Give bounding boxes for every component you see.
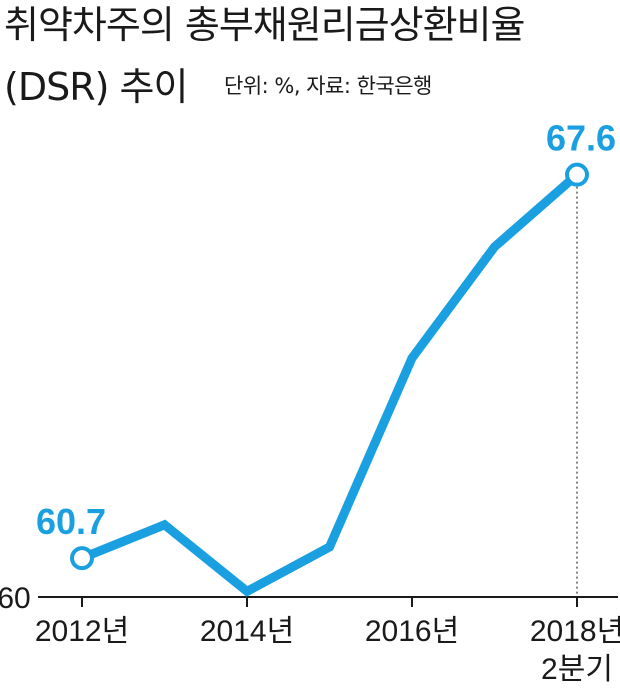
data-label: 60.7 [36,501,106,542]
x-tick-label: 2014년 [200,615,294,648]
data-label: 67.6 [546,118,616,159]
x-tick-label: 2012년 [35,615,129,648]
data-point-marker [70,546,94,571]
data-point-marker [565,162,589,187]
unit-source-note: 단위: %, 자료: 한국은행 [224,74,432,98]
y-tick-label: 60 [0,582,31,615]
series-line [80,171,580,597]
chart-title-line1: 취약차주의 총부채원리금상환비율 [4,3,525,47]
x-tick-label: 2016년 [365,615,459,648]
chart-title-line2: (DSR) 추이 [4,65,188,109]
x-tick-label: 2018년 2분기 [530,615,620,686]
